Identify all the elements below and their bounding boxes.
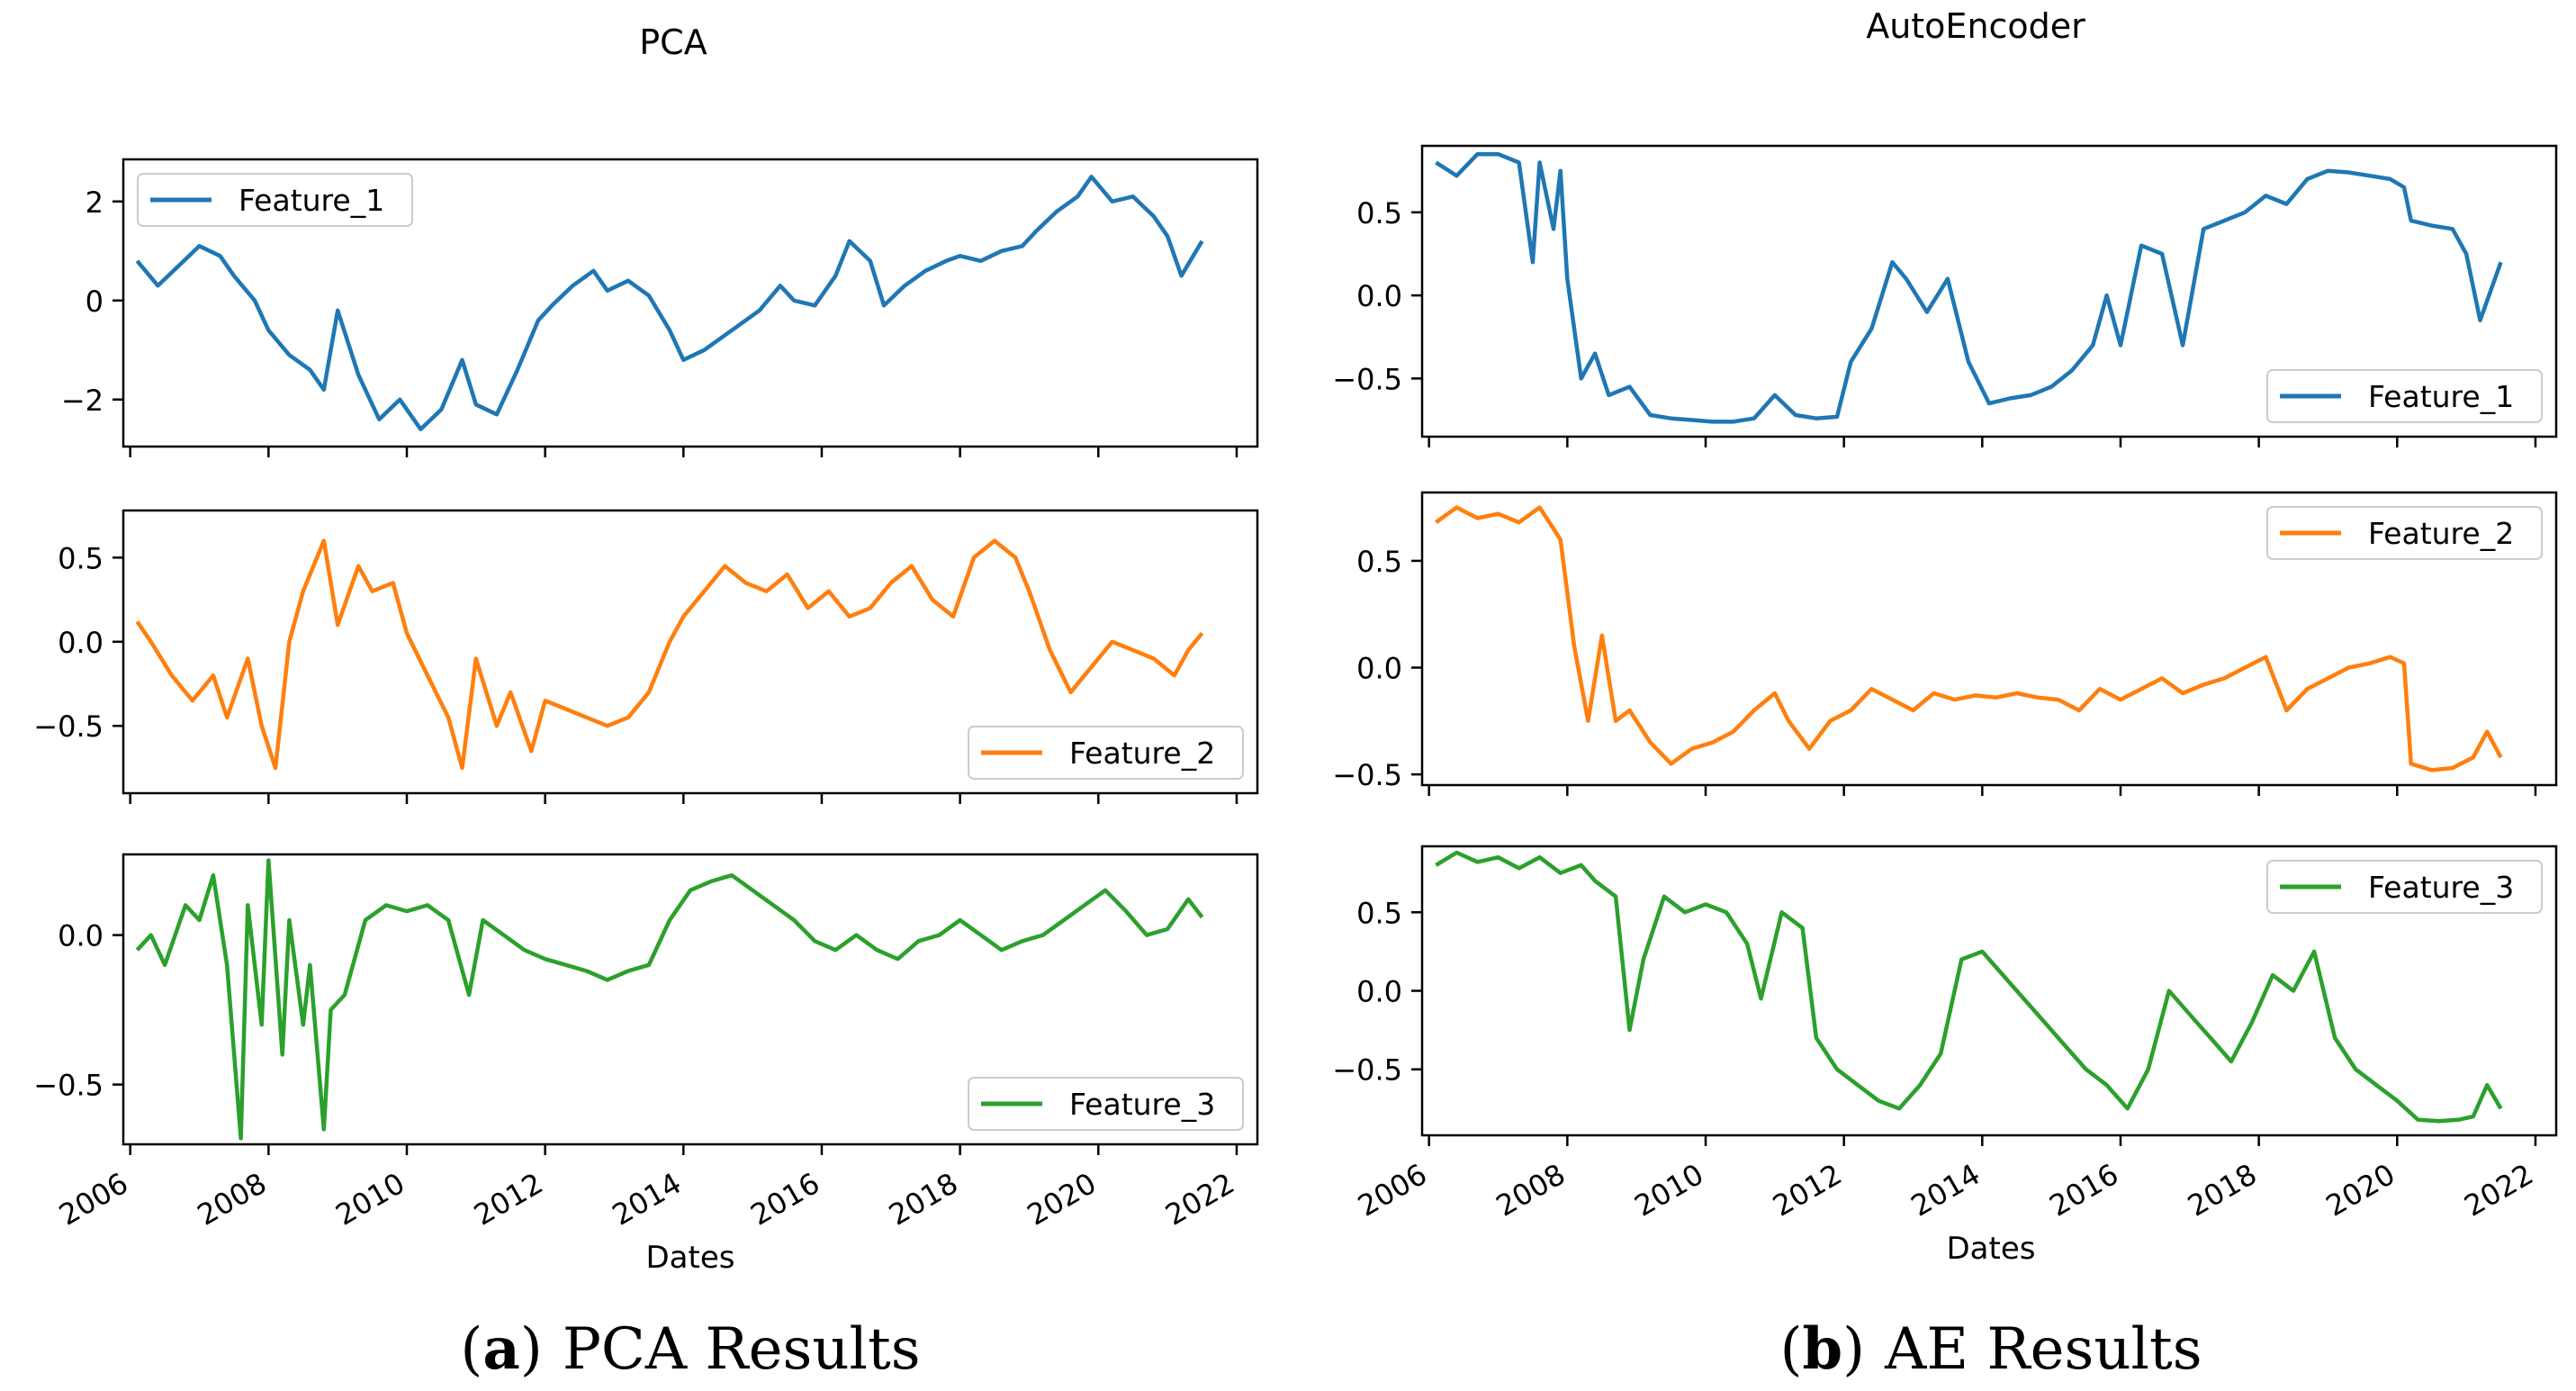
y-tick-label: 0.5	[1356, 545, 1402, 579]
y-tick-label: −0.5	[33, 1069, 104, 1103]
caption-a-label: a	[482, 1315, 519, 1383]
y-tick-label: −0.5	[33, 709, 104, 744]
ae-panel-1-frame	[1420, 144, 2558, 438]
pca-legend-2: Feature_2	[968, 726, 1244, 780]
legend-box	[137, 173, 413, 227]
caption-b: (b) AE Results	[1779, 1315, 2202, 1383]
legend-label: Feature_3	[2368, 870, 2514, 905]
ae-x-tick-label: 2020	[2320, 1157, 2401, 1224]
ae-x-tick-label: 2022	[2458, 1157, 2539, 1224]
ae-x-tick-label: 2012	[1767, 1157, 1848, 1224]
pca-panel-1-frame	[122, 158, 1259, 448]
pca-x-axis-label: Dates	[646, 1240, 735, 1276]
legend-label: Feature_2	[1069, 736, 1215, 771]
legend-label: Feature_2	[2368, 516, 2514, 551]
ae-x-tick-label: 2018	[2182, 1157, 2263, 1224]
ae-legend-1: Feature_1	[2266, 369, 2543, 423]
pca-panel-3-frame	[122, 853, 1259, 1146]
ae-panel-2: 0.5 0.0 −0.5 Feature_2	[1332, 491, 2558, 796]
legend-box	[968, 1077, 1244, 1131]
ae-x-tick-label: 2016	[2043, 1157, 2124, 1224]
pca-legend-1: Feature_1	[137, 173, 413, 227]
caption-a: (a) PCA Results	[460, 1315, 920, 1383]
pca-series-feature-1	[135, 175, 1204, 432]
pca-x-tick-label: 2012	[468, 1166, 549, 1233]
y-tick-label: −2	[61, 384, 104, 418]
caption-a-text: PCA Results	[563, 1316, 921, 1383]
y-tick-label: 0.0	[58, 919, 104, 953]
ae-series-feature-2	[1435, 505, 2503, 772]
y-tick-label: 0.0	[1356, 652, 1402, 686]
autoencoder-title: AutoEncoder	[1866, 6, 2085, 46]
pca-panel-2: 0.5 0.0 −0.5 Feature_2	[33, 509, 1259, 804]
caption-b-label: b	[1802, 1315, 1842, 1383]
legend-box	[2266, 506, 2543, 560]
y-tick-label: −0.5	[1332, 1053, 1402, 1088]
y-tick-label: −0.5	[1332, 758, 1402, 792]
pca-chart: 2 0 −2 Feature_1 0.5 0.0 −0.5 Feature_2 0.0 −0.5 F…	[33, 158, 1259, 1233]
caption-b-text: AE Results	[1884, 1316, 2202, 1383]
ae-series-feature-3	[1435, 850, 2503, 1124]
ae-panel-3: 0.5 0.0 −0.5 Feature_3	[1332, 845, 2558, 1146]
pca-panel-1: 2 0 −2 Feature_1	[61, 158, 1259, 457]
pca-x-tick-label: 2014	[607, 1166, 688, 1233]
pca-x-tick-label: 2010	[329, 1166, 410, 1233]
y-tick-label: 0	[86, 285, 104, 319]
ae-series-feature-1	[1435, 151, 2503, 424]
ae-panel-2-frame	[1420, 491, 2558, 787]
legend-box	[968, 726, 1244, 780]
ae-x-tick-label: 2010	[1628, 1157, 1709, 1224]
y-tick-label: 0.0	[1356, 279, 1402, 313]
pca-panel-3: 0.0 −0.5 Feature_3	[33, 853, 1259, 1155]
pca-x-tick-label: 2016	[744, 1166, 825, 1233]
pca-x-tick-label: 2020	[1022, 1166, 1103, 1233]
pca-panel-2-frame	[122, 509, 1259, 795]
autoencoder-chart: 0.50.0−0.5 Feature_10.50.0−0.5Feature_20.…	[1332, 144, 2558, 1224]
legend-label: Feature_1	[239, 183, 384, 218]
pca-x-tick-label: 2022	[1159, 1166, 1240, 1233]
ae-x-tick-label: 2014	[1905, 1157, 1986, 1224]
ae-x-tick-label: 2006	[1352, 1157, 1433, 1224]
pca-x-tick-label: 2008	[192, 1166, 273, 1233]
y-tick-label: 0.5	[1356, 196, 1402, 230]
pca-series-feature-2	[135, 538, 1204, 771]
pca-legend-3: Feature_3	[968, 1077, 1244, 1131]
pca-x-tick-label: 2006	[53, 1166, 134, 1233]
autoencoder-x-axis-label: Dates	[1947, 1231, 2036, 1267]
legend-label: Feature_3	[1069, 1087, 1215, 1122]
y-tick-label: 0.5	[1356, 896, 1402, 930]
pca-x-tick-label: 2018	[883, 1166, 964, 1233]
y-tick-label: −0.5	[1332, 362, 1402, 396]
y-tick-label: 0.0	[58, 626, 104, 660]
y-tick-label: 0.0	[1356, 975, 1402, 1009]
ae-legend-2: Feature_2	[2266, 506, 2543, 560]
y-tick-label: 0.5	[58, 541, 104, 575]
y-tick-label: 2	[86, 185, 104, 220]
pca-series-feature-3	[135, 858, 1204, 1141]
pca-title: PCA	[639, 23, 707, 62]
ae-x-tick-label: 2008	[1491, 1157, 1572, 1224]
legend-box	[2266, 860, 2543, 914]
ae-panel-1: 0.5 0.0 −0.5 Feature_1	[1332, 144, 2558, 447]
legend-label: Feature_1	[2368, 379, 2514, 414]
legend-box	[2266, 369, 2543, 423]
ae-legend-3: Feature_3	[2266, 860, 2543, 914]
